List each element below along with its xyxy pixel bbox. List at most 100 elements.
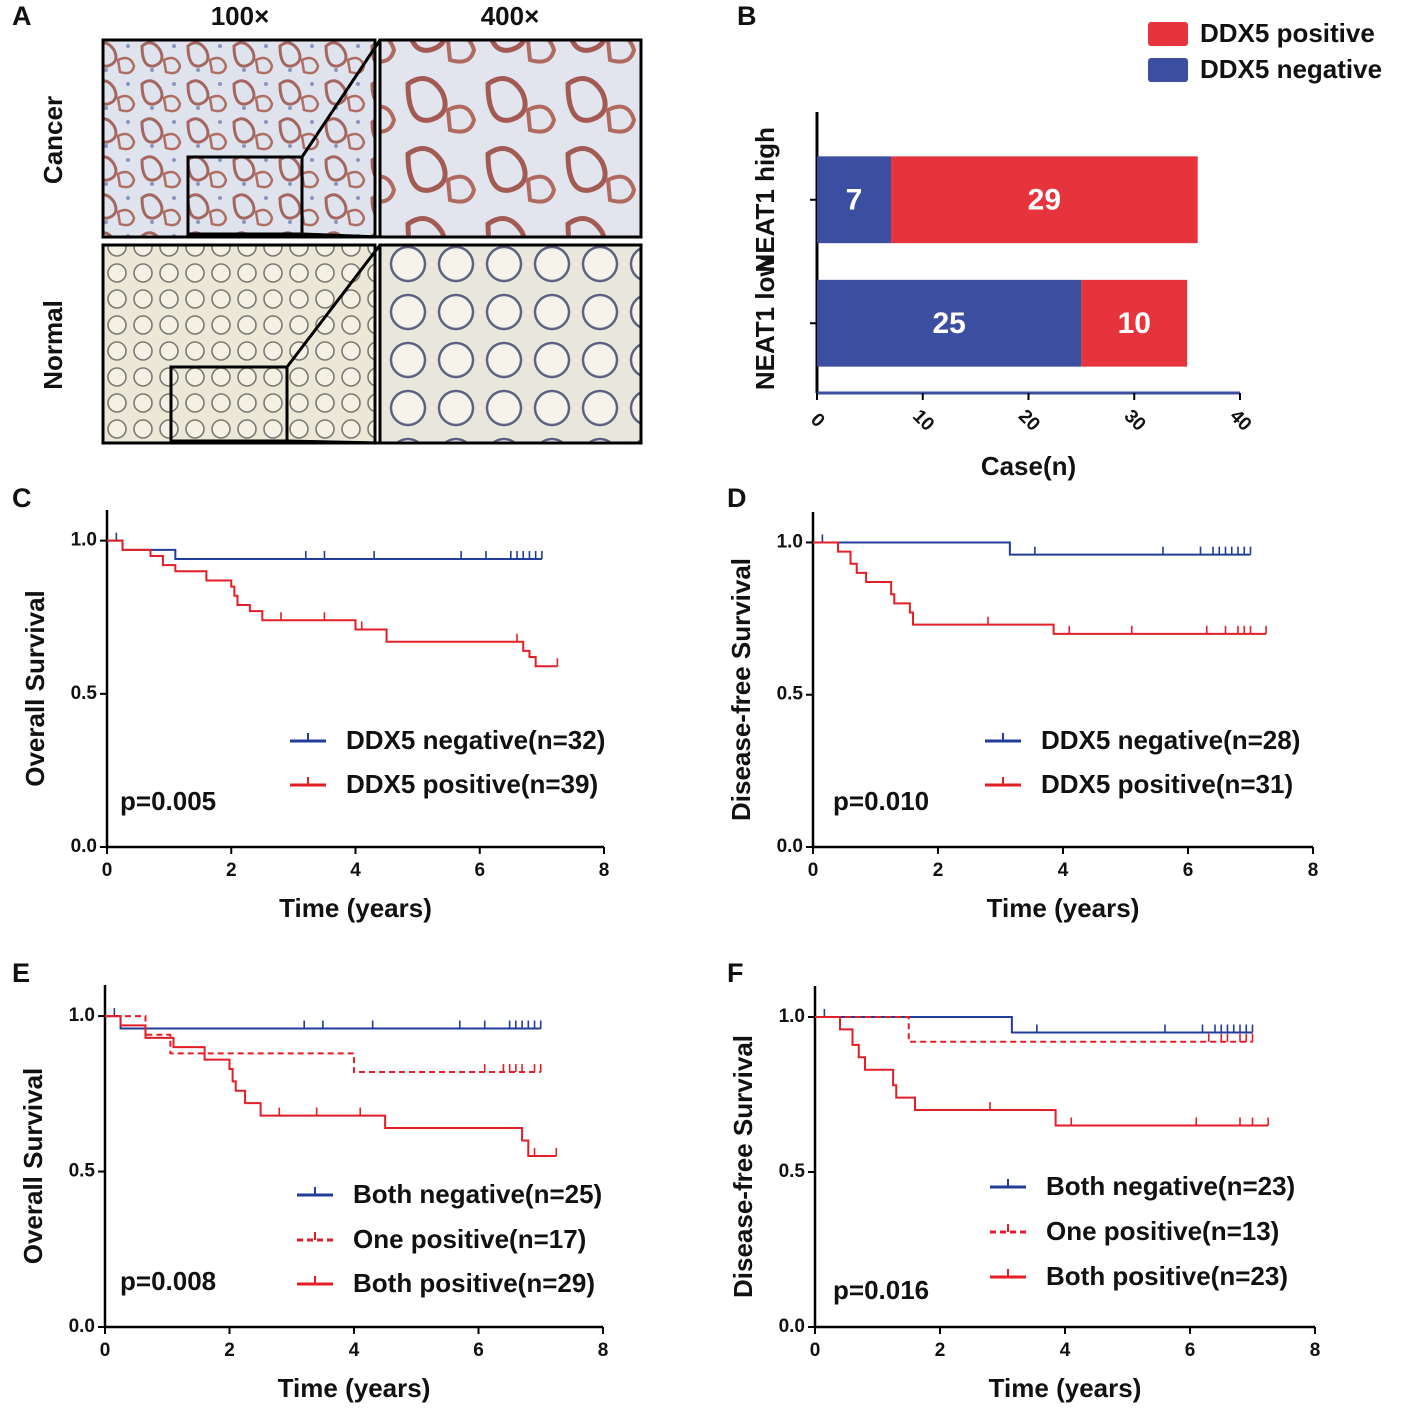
panel-a: 100× 400× Cancer Normal — [38, 1, 643, 445]
legend-label: Both positive(n=29) — [353, 1268, 595, 1298]
bar-value-label: 7 — [846, 184, 863, 217]
y-tick-label: 1.0 — [71, 530, 97, 551]
zoom-box — [186, 155, 304, 236]
x-tick-label: 8 — [1308, 860, 1319, 881]
x-tick-label: 4 — [1058, 860, 1069, 881]
zoom-line — [285, 244, 382, 445]
y-tick-label: 0.5 — [69, 1161, 96, 1182]
x-tick-label: 30 — [1120, 406, 1150, 436]
legend-label: DDX5 negative(n=32) — [346, 725, 605, 755]
column-label: 400× — [481, 1, 540, 31]
x-tick-label: 6 — [474, 860, 485, 881]
x-axis-label: Time (years) — [278, 1373, 431, 1403]
y-tick-label: 0.0 — [779, 1316, 805, 1337]
x-tick-label: 4 — [1060, 1340, 1071, 1361]
panel-letter: F — [727, 958, 744, 988]
legend-label: Both negative(n=23) — [1046, 1171, 1295, 1201]
zoom-line — [300, 39, 382, 239]
x-tick-label: 8 — [1310, 1340, 1321, 1361]
legend-swatch — [1148, 58, 1188, 82]
bar-value-label: 25 — [933, 307, 966, 340]
legend-label: One positive(n=17) — [353, 1224, 586, 1254]
x-axis-label: Time (years) — [987, 893, 1140, 923]
x-tick-label: 2 — [224, 1340, 235, 1361]
panel-letter: C — [12, 483, 32, 513]
annotation: p=0.016 — [833, 1275, 929, 1305]
y-axis-label: Overall Survival — [18, 1068, 48, 1265]
bar-segment — [817, 156, 892, 244]
x-tick-label: 0 — [100, 1340, 111, 1361]
annotation: p=0.008 — [120, 1266, 216, 1296]
x-tick-label: 6 — [1183, 860, 1194, 881]
row-label: Cancer — [38, 96, 68, 184]
y-tick-label: 1.0 — [777, 531, 803, 552]
legend-label: Both positive(n=23) — [1046, 1261, 1288, 1291]
x-tick-label: 0 — [806, 409, 828, 431]
survival-curve — [105, 1015, 541, 1074]
survival-curve — [813, 541, 1251, 556]
bar-segment — [891, 156, 1198, 244]
x-axis-label: Time (years) — [279, 893, 432, 923]
legend-swatch — [1148, 22, 1188, 46]
y-axis-label: Disease-free Survival — [728, 1035, 758, 1298]
bar-value-label: 10 — [1118, 307, 1151, 340]
panel-letter: E — [12, 958, 30, 988]
legend-label: DDX5 positive(n=39) — [346, 769, 598, 799]
survival-curve — [105, 1015, 557, 1157]
survival-curve — [815, 1016, 1253, 1034]
x-tick-label: 10 — [908, 406, 938, 436]
x-tick-label: 0 — [102, 860, 113, 881]
x-tick-label: 0 — [808, 860, 819, 881]
legend-label: One positive(n=13) — [1046, 1216, 1279, 1246]
x-tick-label: 2 — [226, 860, 237, 881]
bar-segment — [817, 279, 1082, 367]
x-tick-label: 4 — [350, 860, 361, 881]
x-tick-label: 6 — [1185, 1340, 1196, 1361]
x-tick-label: 0 — [810, 1340, 821, 1361]
annotation: p=0.010 — [833, 786, 929, 816]
y-tick-label: 1.0 — [69, 1005, 95, 1026]
bar-segment — [1081, 279, 1188, 367]
x-tick-label: 20 — [1014, 406, 1044, 436]
image-cancer-100x — [101, 38, 377, 239]
y-tick-label: 0.0 — [71, 836, 97, 857]
image-normal-100x — [101, 243, 377, 445]
y-axis-label: Overall Survival — [20, 590, 50, 787]
y-tick-label: NEAT1 low — [750, 256, 780, 391]
survival-curve — [107, 539, 558, 668]
legend-label: DDX5 positive(n=31) — [1041, 769, 1293, 799]
x-axis-label: Time (years) — [989, 1373, 1142, 1403]
survival-curve — [815, 1016, 1253, 1043]
y-tick-label: 0.0 — [777, 836, 803, 857]
annotation: p=0.005 — [120, 786, 216, 816]
row-label: Normal — [38, 300, 68, 390]
image-cancer-400x — [378, 38, 643, 239]
x-tick-label: 2 — [935, 1340, 946, 1361]
x-tick-label: 4 — [349, 1340, 360, 1361]
y-tick-label: 0.5 — [777, 684, 804, 705]
image-normal-400x — [378, 243, 643, 445]
legend-label: DDX5 negative(n=28) — [1041, 725, 1300, 755]
survival-curve — [815, 1016, 1269, 1127]
y-tick-label: 0.5 — [71, 683, 98, 704]
y-axis-label: Disease-free Survival — [726, 558, 756, 821]
y-tick-label: 1.0 — [779, 1006, 805, 1027]
y-tick-label: 0.0 — [69, 1316, 95, 1337]
zoom-box — [169, 365, 289, 443]
legend-label: DDX5 negative — [1200, 54, 1382, 84]
x-tick-label: 6 — [473, 1340, 484, 1361]
bar-value-label: 29 — [1028, 184, 1061, 217]
column-label: 100× — [211, 1, 270, 31]
x-tick-label: 40 — [1225, 406, 1255, 436]
x-tick-label: 2 — [933, 860, 944, 881]
x-tick-label: 8 — [599, 860, 610, 881]
x-axis-label: Case(n) — [981, 451, 1076, 481]
y-tick-label: 0.5 — [779, 1161, 806, 1182]
legend-label: Both negative(n=25) — [353, 1179, 602, 1209]
y-tick-label: NEAT1 high — [750, 127, 780, 272]
panel-letter: D — [727, 483, 747, 513]
legend-label: DDX5 positive — [1200, 18, 1375, 48]
survival-curve — [813, 541, 1267, 635]
panel-letter: B — [737, 1, 757, 31]
